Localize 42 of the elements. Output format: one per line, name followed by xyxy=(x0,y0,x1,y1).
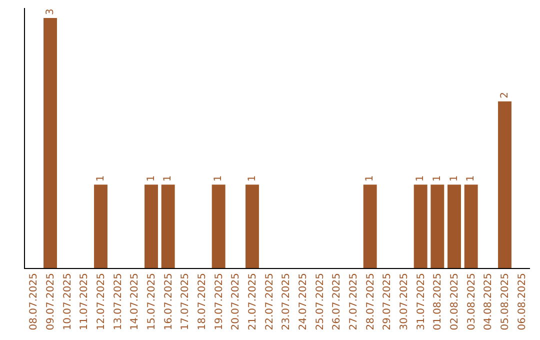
data-label: 1 xyxy=(162,175,174,182)
x-tick-label: 14.07.2025 xyxy=(130,273,141,330)
x-tick-label: 24.07.2025 xyxy=(298,273,309,330)
x-tick-label: 25.07.2025 xyxy=(314,273,326,330)
data-label: 1 xyxy=(146,175,157,182)
x-tick-label: 26.07.2025 xyxy=(332,273,343,330)
x-tick-label: 10.07.2025 xyxy=(62,273,74,330)
x-tick-label: 08.07.2025 xyxy=(28,273,40,330)
x-tick-label: 27.07.2025 xyxy=(348,273,360,330)
x-tick-label: 23.07.2025 xyxy=(281,273,292,330)
x-tick-label: 22.07.2025 xyxy=(264,273,276,330)
data-label: 1 xyxy=(466,175,477,182)
x-tick-label: 29.07.2025 xyxy=(382,273,394,330)
x-tick-label: 17.07.2025 xyxy=(180,273,192,330)
x-tick-label: 11.07.2025 xyxy=(79,273,90,330)
x-tick-label: 02.08.2025 xyxy=(450,273,460,330)
x-tick-label: 06.08.2025 xyxy=(516,273,528,330)
x-tick-label: 09.07.2025 xyxy=(46,273,56,330)
data-label: 1 xyxy=(415,175,426,182)
x-tick-label: 15.07.2025 xyxy=(146,273,158,330)
data-label: 2 xyxy=(499,92,510,98)
x-tick-label: 13.07.2025 xyxy=(112,273,124,330)
x-tick-label: 05.08.2025 xyxy=(500,273,511,330)
data-label: 1 xyxy=(448,175,460,182)
x-tick-label: 01.08.2025 xyxy=(432,273,444,330)
x-tick-label: 30.07.2025 xyxy=(399,273,410,330)
x-tick-label: 04.08.2025 xyxy=(483,273,494,330)
x-tick-label: 28.07.2025 xyxy=(365,273,376,330)
data-label: 1 xyxy=(364,175,376,182)
x-tick-label: 20.07.2025 xyxy=(230,273,242,330)
x-tick-label: 31.07.2025 xyxy=(416,273,427,330)
data-label: 1 xyxy=(213,175,224,182)
x-tick-label: 12.07.2025 xyxy=(96,273,107,330)
data-label: 1 xyxy=(246,175,258,182)
data-label: 1 xyxy=(432,175,443,182)
x-tick-label: 03.08.2025 xyxy=(466,273,478,330)
x-tick-label: 16.07.2025 xyxy=(163,273,174,330)
x-tick-label: 18.07.2025 xyxy=(197,273,208,330)
data-label: 3 xyxy=(44,8,56,15)
data-label: 1 xyxy=(95,175,106,182)
x-tick-label: 19.07.2025 xyxy=(214,273,225,330)
x-tick-label: 21.07.2025 xyxy=(248,273,258,330)
